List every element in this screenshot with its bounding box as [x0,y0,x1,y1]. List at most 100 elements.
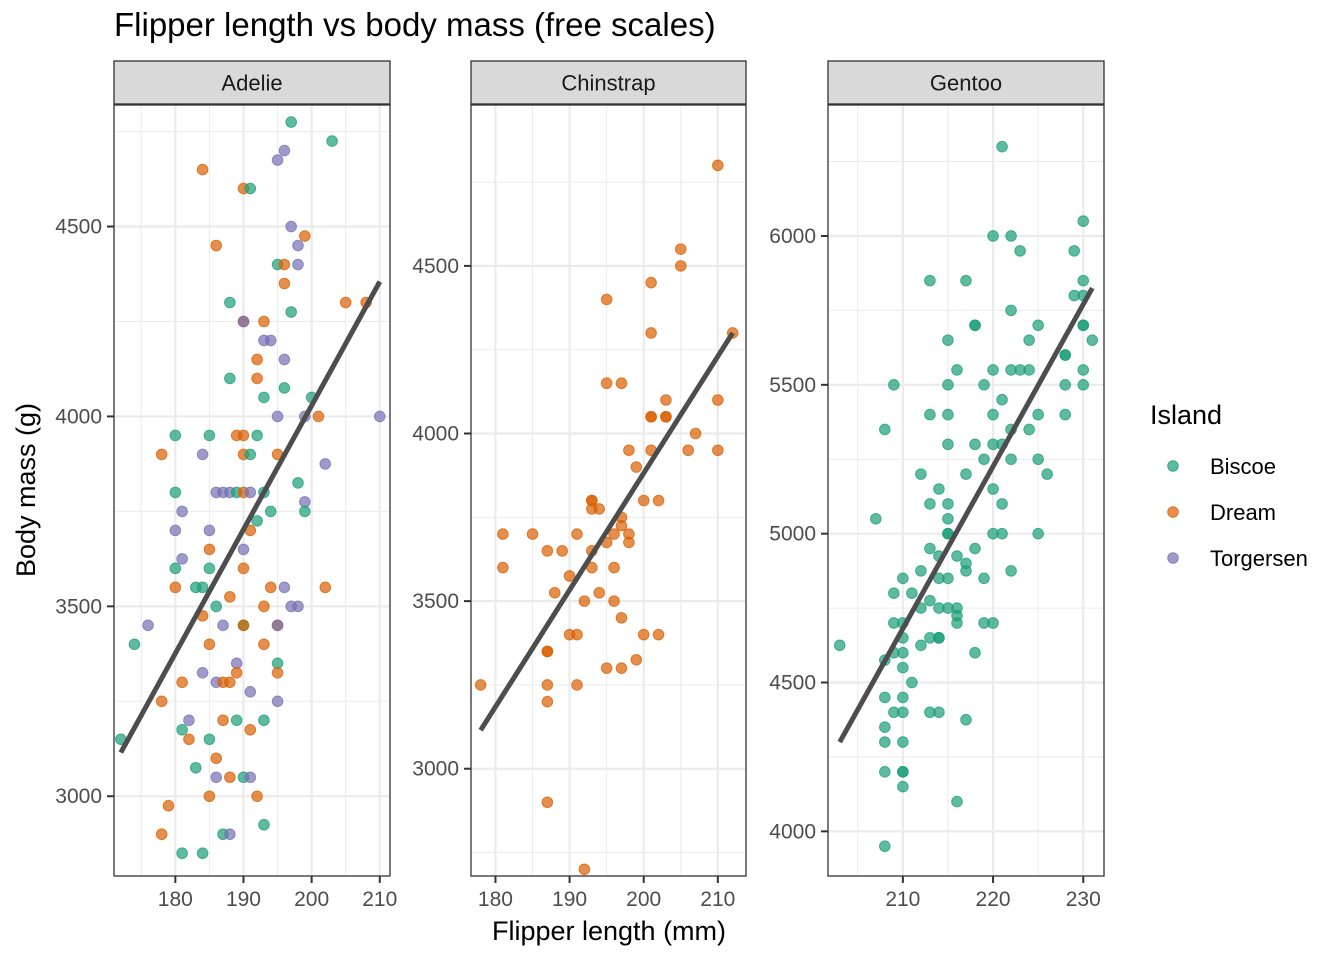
strip-label: Adelie [221,71,282,96]
data-point-dream [258,638,270,651]
data-point-dream [645,327,657,339]
data-point-dream [541,679,554,691]
x-tick-label: 210 [885,888,920,911]
data-point-dream [660,394,672,406]
data-point-biscoe [210,600,223,613]
data-point-dream [571,628,583,641]
data-point-biscoe [285,306,297,318]
x-tick-label: 210 [362,888,397,911]
data-point-dream [203,638,216,651]
data-point-biscoe [978,453,990,466]
data-point-dream [600,662,613,674]
data-point-dream [541,796,554,809]
data-point-dream [623,444,635,457]
chart-title: Flipper length vs body mass (free scales… [114,6,716,43]
data-point-biscoe [264,505,277,518]
data-point-dream [224,771,236,784]
data-point-dream [578,863,591,876]
data-point-torgersen [244,771,257,784]
strip-background [827,60,1105,105]
legend-key-biscoe [1167,460,1179,472]
data-point-dream [155,448,168,461]
data-point-biscoe [951,364,963,376]
data-point-dream [548,586,561,599]
data-point-dream [155,828,168,841]
data-point-dream [541,545,554,557]
data-point-biscoe [897,691,909,704]
data-point-biscoe [285,116,297,128]
data-point-biscoe [189,761,202,774]
data-point-dream [608,595,620,607]
data-point-dream [674,243,687,255]
data-point-dream [608,528,620,540]
y-tick-label: 3000 [412,758,459,781]
data-point-biscoe [1023,334,1035,346]
data-point-torgersen [278,581,291,594]
data-point-biscoe [942,498,954,510]
data-point-biscoe [326,135,338,147]
x-tick-label: 210 [700,888,735,911]
data-point-biscoe [1059,408,1072,421]
data-point-dream [541,645,554,658]
trend-line [478,331,735,732]
data-point-biscoe [960,713,972,726]
x-axis-title: Flipper length (mm) [492,916,726,946]
data-point-dream [593,586,606,599]
data-point-biscoe [924,408,936,421]
data-point-biscoe [258,714,270,727]
data-point-biscoe [251,515,263,527]
data-point-biscoe [196,847,209,860]
data-point-biscoe [1005,304,1017,317]
data-point-biscoe [942,512,954,525]
legend: Island Biscoe Dream Torgersen [1150,400,1308,571]
data-point-biscoe [969,438,981,451]
data-point-dream [645,410,657,423]
data-point-biscoe [1005,453,1017,466]
legend-title: Island [1150,400,1222,430]
data-point-biscoe [1032,453,1044,466]
panel-border [470,104,747,877]
data-point-biscoe [960,274,972,287]
data-point-dream [210,239,223,252]
data-point-biscoe [879,423,891,436]
data-point-dream [251,790,263,803]
data-point-torgersen [196,448,209,461]
data-point-biscoe [996,498,1008,510]
data-point-dream [271,667,284,679]
data-point-biscoe [1005,565,1017,577]
data-point-dream [217,714,229,727]
data-point-dream [162,799,175,812]
data-point-dream [630,461,643,473]
data-point-dream [196,163,209,176]
y-tick-label: 4000 [769,820,816,843]
data-point-torgersen [319,458,332,470]
data-point-biscoe [897,780,909,793]
data-point-torgersen [217,619,229,632]
data-point-biscoe [897,661,909,674]
data-point-biscoe [915,639,927,652]
x-tick-label: 220 [976,888,1011,911]
data-point-biscoe [942,379,954,391]
strip-background [470,60,747,105]
data-point-biscoe [879,721,891,733]
data-point-biscoe [224,296,236,309]
data-point-biscoe [1086,334,1099,346]
data-point-torgersen [292,600,304,613]
data-point-biscoe [1005,230,1017,242]
data-point-dream [712,159,724,172]
data-point-dream [578,595,591,607]
data-point-biscoe [1077,364,1090,376]
data-point-torgersen [292,258,304,271]
trend-line [837,286,1095,744]
data-point-biscoe [879,691,891,704]
data-point-biscoe [879,766,891,778]
data-point-dream [637,494,650,507]
y-tick-label: 3500 [412,590,459,613]
data-point-dream [645,276,657,289]
data-point-biscoe [996,140,1008,153]
data-point-torgersen [264,334,277,347]
data-point-dream [224,676,236,689]
y-tick-label: 3000 [55,785,102,808]
data-point-torgersen [271,619,284,632]
data-point-dream [571,528,583,540]
